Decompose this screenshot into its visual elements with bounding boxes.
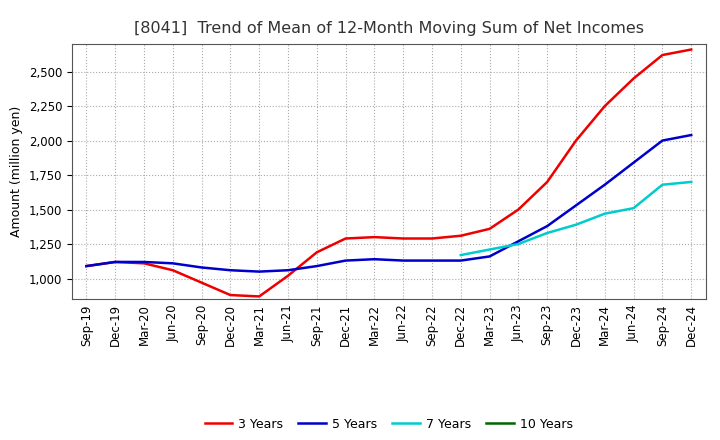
5 Years (485, 254, 494, 259)
7 Years (658, 182, 667, 187)
3 Years (111, 259, 120, 264)
Y-axis label: Amount (million yen): Amount (million yen) (10, 106, 23, 237)
3 Years (572, 138, 580, 143)
5 Years (514, 238, 523, 244)
7 Years (600, 211, 609, 216)
5 Years (341, 258, 350, 263)
5 Years (629, 160, 638, 165)
3 Years (341, 236, 350, 241)
3 Years (168, 268, 177, 273)
5 Years (658, 138, 667, 143)
5 Years (543, 224, 552, 229)
3 Years (255, 294, 264, 299)
3 Years (226, 293, 235, 298)
5 Years (600, 182, 609, 187)
3 Years (658, 52, 667, 58)
5 Years (111, 259, 120, 264)
5 Years (312, 264, 321, 269)
3 Years (140, 260, 148, 266)
3 Years (600, 103, 609, 109)
3 Years (428, 236, 436, 241)
5 Years (572, 203, 580, 208)
7 Years (543, 231, 552, 236)
3 Years (82, 264, 91, 269)
5 Years (168, 260, 177, 266)
5 Years (687, 132, 696, 138)
7 Years (687, 180, 696, 185)
3 Years (629, 76, 638, 81)
3 Years (543, 180, 552, 185)
3 Years (456, 233, 465, 238)
Line: 5 Years: 5 Years (86, 135, 691, 271)
7 Years (514, 242, 523, 247)
7 Years (456, 253, 465, 258)
3 Years (399, 236, 408, 241)
3 Years (514, 207, 523, 212)
Line: 3 Years: 3 Years (86, 50, 691, 297)
7 Years (629, 205, 638, 211)
3 Years (687, 47, 696, 52)
Line: 7 Years: 7 Years (461, 182, 691, 255)
5 Years (456, 258, 465, 263)
5 Years (226, 268, 235, 273)
7 Years (572, 222, 580, 227)
Title: [8041]  Trend of Mean of 12-Month Moving Sum of Net Incomes: [8041] Trend of Mean of 12-Month Moving … (134, 21, 644, 36)
5 Years (140, 259, 148, 264)
5 Years (197, 265, 206, 270)
3 Years (197, 280, 206, 285)
3 Years (312, 249, 321, 255)
5 Years (82, 264, 91, 269)
Legend: 3 Years, 5 Years, 7 Years, 10 Years: 3 Years, 5 Years, 7 Years, 10 Years (199, 413, 578, 436)
5 Years (428, 258, 436, 263)
3 Years (284, 273, 292, 279)
5 Years (370, 257, 379, 262)
3 Years (370, 235, 379, 240)
3 Years (485, 226, 494, 231)
5 Years (284, 268, 292, 273)
5 Years (399, 258, 408, 263)
7 Years (485, 247, 494, 252)
5 Years (255, 269, 264, 274)
